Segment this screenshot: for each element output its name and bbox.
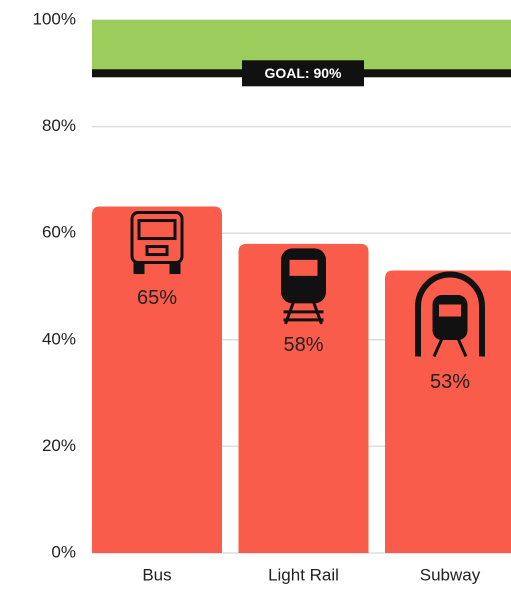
icon-part — [133, 261, 145, 275]
value-label: 58% — [283, 334, 323, 356]
icon-part — [283, 301, 324, 325]
icon-part — [169, 261, 181, 275]
value-label: 65% — [137, 287, 177, 309]
y-tick-label: 60% — [42, 223, 76, 242]
y-tick-label: 40% — [42, 329, 76, 348]
y-tick-label: 0% — [51, 542, 76, 561]
vehicle-icon — [130, 211, 184, 275]
bar — [238, 243, 369, 554]
x-tick-label: Subway — [420, 565, 481, 584]
value-label: 53% — [430, 371, 470, 393]
icon-part — [439, 304, 461, 317]
icon-part — [289, 259, 318, 276]
bar — [92, 206, 222, 554]
goal-label-box — [242, 60, 364, 87]
icon-part — [432, 337, 468, 358]
y-tick-label: 100% — [33, 9, 76, 28]
x-tick-label: Bus — [142, 565, 171, 584]
y-tick-label: 20% — [42, 436, 76, 455]
y-tick-label: 80% — [42, 116, 76, 135]
icon-part — [145, 245, 169, 257]
vehicle-icon — [415, 271, 485, 358]
icon-part — [415, 271, 485, 357]
icon-part — [137, 219, 177, 241]
icon-part — [432, 295, 468, 341]
vehicle-icon — [281, 248, 326, 325]
x-tick-label: Light Rail — [268, 565, 339, 584]
goal-label: GOAL: 90% — [264, 65, 342, 81]
icon-part — [130, 211, 184, 265]
